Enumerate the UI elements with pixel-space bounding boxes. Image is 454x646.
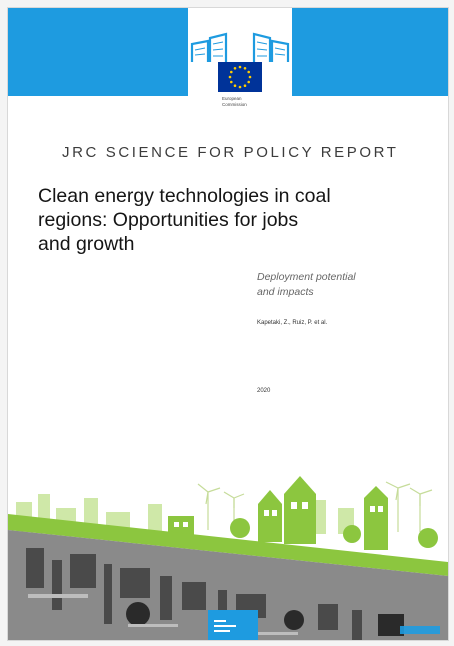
subtitle-line: and impacts [257,286,314,298]
cover-illustration [8,464,448,640]
authors: Kapetaki, Z., Ruiz, P. et al. [257,320,328,326]
logo-org-line2: Commission [222,102,247,107]
title-line: Clean energy technologies in coal [38,185,331,207]
title-line: regions: Opportunities for jobs [38,209,299,231]
logo-org-line1: European [222,96,242,101]
publication-year: 2020 [257,388,271,394]
report-title: Clean energy technologies in coal region… [38,184,438,256]
grass-strip [8,514,448,576]
report-cover: European Commission JRC SCIENCE FOR POLI… [7,7,449,641]
report-subtitle: Deployment potential and impacts [257,270,417,300]
subtitle-line: Deployment potential [257,271,356,283]
european-commission-logo: European Commission [188,8,292,114]
title-line: and growth [38,233,135,255]
report-type-heading: JRC SCIENCE FOR POLICY REPORT [62,144,399,161]
